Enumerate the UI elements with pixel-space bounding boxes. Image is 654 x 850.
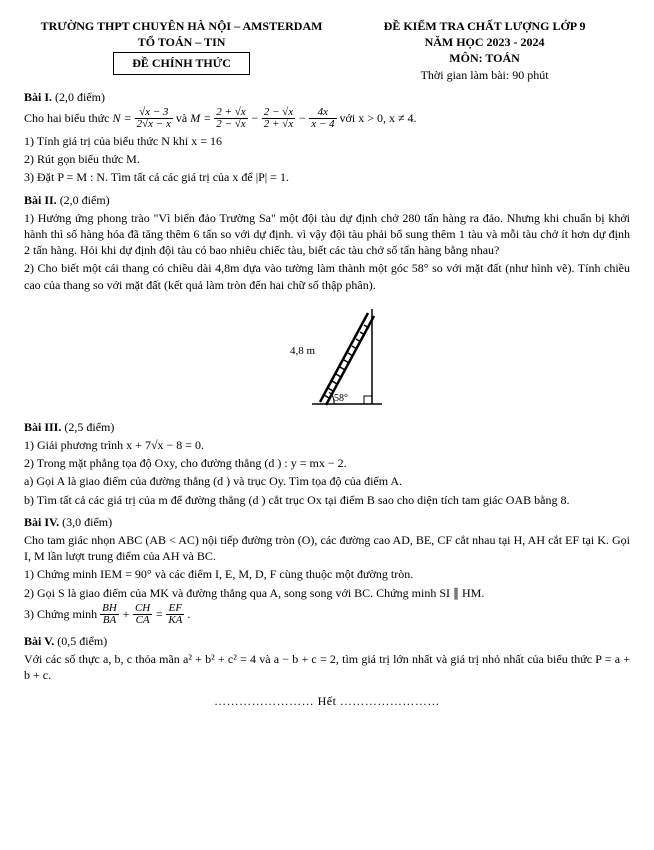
bai-4: Bài IV. (3,0 điểm) Cho tam giác nhọn ABC… [24, 514, 630, 627]
subject: MÔN: TOÁN [339, 50, 630, 66]
school-name: TRƯỜNG THPT CHUYÊN HÀ NỘI – AMSTERDAM [24, 18, 339, 34]
bai-3-qb: b) Tìm tất cả các giá trị của m để đường… [24, 492, 630, 508]
bai-3-q2: 2) Trong mặt phẳng tọa độ Oxy, cho đường… [24, 455, 630, 471]
bai-2-q2: 2) Cho biết một cái thang có chiều dài 4… [24, 260, 630, 292]
bai-3-qa: a) Gọi A là giao điểm của đường thẳng (d… [24, 473, 630, 489]
bai-5-txt: Với các số thực a, b, c thỏa mãn a² + b²… [24, 651, 630, 683]
bai-4-q1: 1) Chứng minh IEM = 90° và các điểm I, E… [24, 566, 630, 582]
bai-1: Bài I. (2,0 điểm) Cho hai biểu thức N = … [24, 89, 630, 186]
bai-2: Bài II. (2,0 điểm) 1) Hưởng ứng phong tr… [24, 192, 630, 413]
bai-1-title: Bài I. [24, 90, 52, 104]
end-marker: …………………… Hết …………………… [24, 693, 630, 709]
bai-1-q2: 2) Rút gọn biểu thức M. [24, 151, 630, 167]
bai-4-points: (3,0 điểm) [62, 515, 112, 529]
official-box: ĐỀ CHÍNH THỨC [113, 52, 250, 74]
bai-3-title: Bài III. [24, 420, 61, 434]
angle-label: 58° [334, 393, 348, 404]
ladder-figure: 58° 4,8 m [24, 299, 630, 413]
bai-1-points: (2,0 điểm) [55, 90, 105, 104]
bai-5-points: (0,5 điểm) [57, 634, 107, 648]
bai-2-title: Bài II. [24, 193, 57, 207]
bai-2-points: (2,0 điểm) [60, 193, 110, 207]
bai-1-q3: 3) Đặt P = M : N. Tìm tất cả các giá trị… [24, 169, 630, 185]
header-left: TRƯỜNG THPT CHUYÊN HÀ NỘI – AMSTERDAM TỔ… [24, 18, 339, 83]
department: TỔ TOÁN – TIN [24, 34, 339, 50]
header: TRƯỜNG THPT CHUYÊN HÀ NỘI – AMSTERDAM TỔ… [24, 18, 630, 83]
bai-1-q1: 1) Tính giá trị của biểu thức N khi x = … [24, 133, 630, 149]
bai-1-intro: Cho hai biểu thức N = √x − 32√x − x và M… [24, 107, 630, 131]
length-label: 4,8 m [290, 345, 316, 357]
school-year: NĂM HỌC 2023 - 2024 [339, 34, 630, 50]
duration: Thời gian làm bài: 90 phút [339, 67, 630, 83]
bai-3-q1: 1) Giải phương trình x + 7√x − 8 = 0. [24, 437, 630, 453]
bai-4-q2: 2) Gọi S là giao điểm của MK và đường th… [24, 585, 630, 601]
bai-4-title: Bài IV. [24, 515, 59, 529]
bai-3: Bài III. (2,5 điểm) 1) Giải phương trình… [24, 419, 630, 508]
header-right: ĐỀ KIỂM TRA CHẤT LƯỢNG LỚP 9 NĂM HỌC 202… [339, 18, 630, 83]
bai-2-q1: 1) Hưởng ứng phong trào "Vì biển đảo Trư… [24, 210, 630, 259]
bai-5-title: Bài V. [24, 634, 54, 648]
bai-5: Bài V. (0,5 điểm) Với các số thực a, b, … [24, 633, 630, 684]
exam-title: ĐỀ KIỂM TRA CHẤT LƯỢNG LỚP 9 [339, 18, 630, 34]
bai-3-points: (2,5 điểm) [64, 420, 114, 434]
bai-4-intro: Cho tam giác nhọn ABC (AB < AC) nội tiếp… [24, 532, 630, 564]
bai-4-q3: 3) Chứng minh BHBA + CHCA = EFKA . [24, 603, 630, 627]
